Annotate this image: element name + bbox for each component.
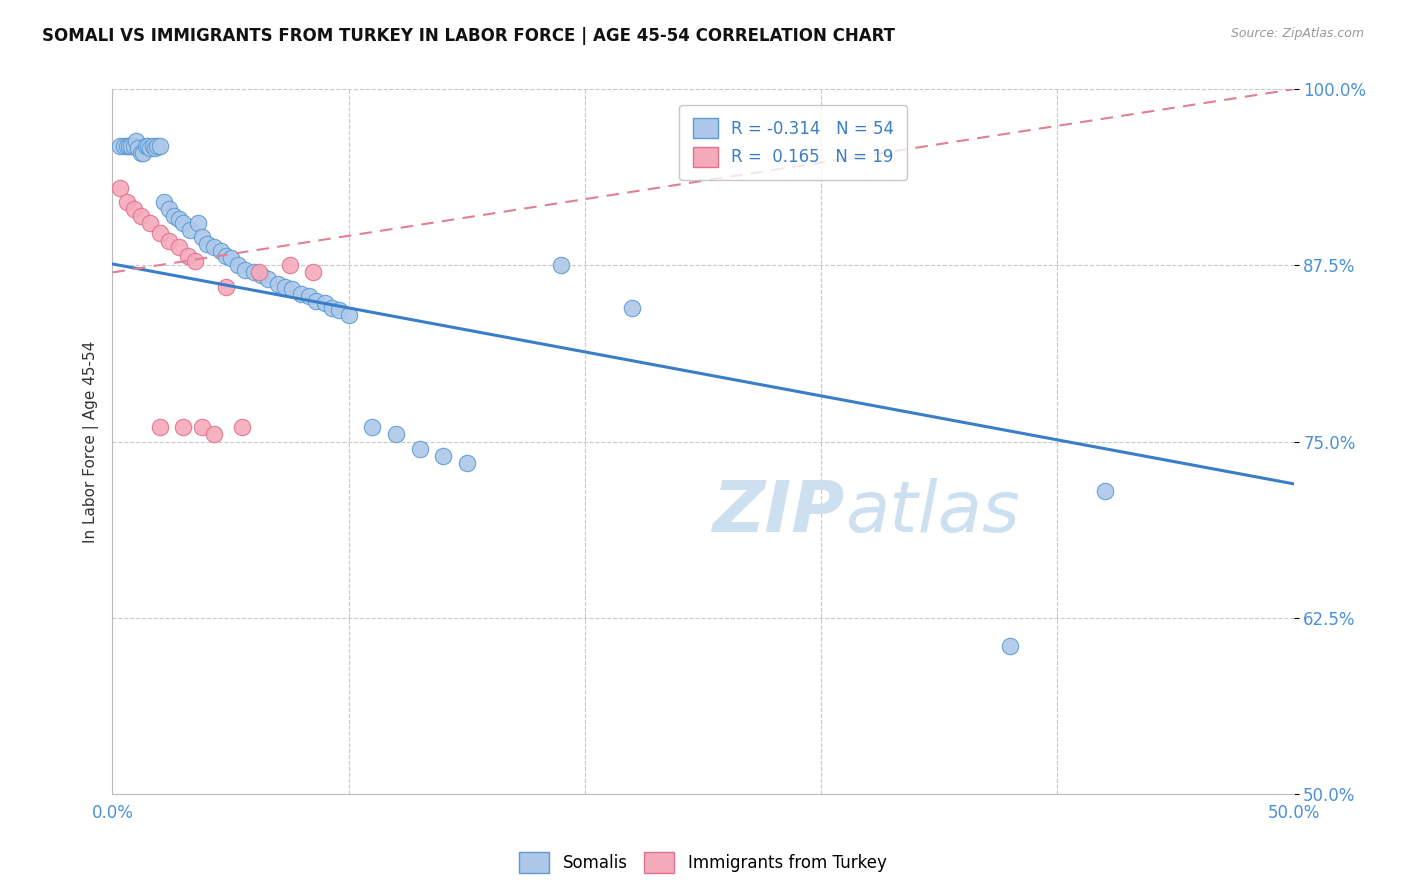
Point [231, 420, 253, 434]
Point [108, 181, 131, 195]
Point [215, 279, 238, 293]
Point [112, 138, 135, 153]
Point [149, 138, 172, 153]
Point [172, 216, 194, 230]
Point [129, 145, 152, 160]
Point [172, 420, 194, 434]
Point [115, 194, 138, 209]
Point [250, 268, 273, 283]
Point [195, 237, 218, 252]
Point [139, 141, 162, 155]
Point [290, 286, 312, 301]
Point [243, 265, 266, 279]
Point [550, 259, 572, 273]
Point [209, 244, 232, 259]
Point [127, 141, 149, 155]
Point [302, 265, 325, 279]
Point [297, 289, 319, 303]
Point [108, 138, 131, 153]
Point [408, 442, 430, 456]
Point [136, 138, 159, 153]
Point [456, 456, 478, 470]
Point [149, 226, 172, 240]
Point [157, 202, 180, 216]
Point [202, 240, 225, 254]
Point [621, 301, 644, 315]
Point [184, 254, 207, 268]
Point [337, 308, 360, 322]
Point [149, 420, 172, 434]
Point [118, 138, 141, 153]
Point [153, 194, 176, 209]
Point [143, 141, 166, 155]
Y-axis label: In Labor Force | Age 45-54: In Labor Force | Age 45-54 [83, 341, 98, 542]
Point [115, 138, 138, 153]
Point [215, 248, 238, 262]
Point [122, 138, 145, 153]
Point [274, 279, 297, 293]
Point [157, 235, 180, 249]
Point [139, 216, 162, 230]
Point [163, 209, 186, 223]
Point [1094, 483, 1116, 498]
Point [998, 639, 1021, 653]
Point [247, 265, 270, 279]
Point [321, 301, 343, 315]
Point [129, 209, 152, 223]
Point [267, 277, 290, 291]
Point [132, 145, 155, 160]
Legend: Somalis, Immigrants from Turkey: Somalis, Immigrants from Turkey [513, 846, 893, 880]
Point [146, 138, 169, 153]
Point [328, 303, 350, 318]
Point [122, 202, 145, 216]
Point [432, 449, 454, 463]
Point [257, 272, 280, 286]
Point [120, 138, 142, 153]
Point [219, 252, 242, 266]
Point [314, 296, 336, 310]
Point [233, 262, 256, 277]
Point [125, 134, 148, 148]
Point [226, 259, 249, 273]
Text: SOMALI VS IMMIGRANTS FROM TURKEY IN LABOR FORCE | AGE 45-54 CORRELATION CHART: SOMALI VS IMMIGRANTS FROM TURKEY IN LABO… [42, 27, 896, 45]
Point [167, 211, 190, 226]
Legend: R = -0.314   N = 54, R =  0.165   N = 19: R = -0.314 N = 54, R = 0.165 N = 19 [679, 104, 907, 180]
Text: Source: ZipAtlas.com: Source: ZipAtlas.com [1230, 27, 1364, 40]
Text: ZIP: ZIP [713, 477, 845, 547]
Point [142, 138, 165, 153]
Point [135, 138, 157, 153]
Point [167, 240, 190, 254]
Point [361, 420, 384, 434]
Point [179, 223, 201, 237]
Point [304, 293, 326, 308]
Point [177, 248, 200, 262]
Point [281, 282, 304, 296]
Text: atlas: atlas [845, 477, 1019, 547]
Point [186, 216, 208, 230]
Point [191, 420, 214, 434]
Point [191, 230, 214, 244]
Point [278, 259, 301, 273]
Point [202, 427, 225, 442]
Point [385, 427, 408, 442]
